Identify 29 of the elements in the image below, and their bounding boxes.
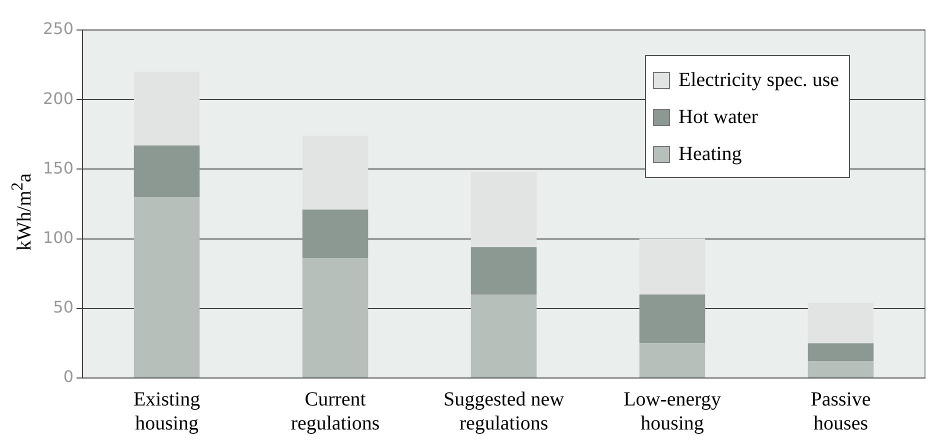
bar bbox=[470, 247, 537, 294]
y-tick-label: 100 bbox=[42, 228, 74, 247]
bar bbox=[470, 172, 537, 248]
bar bbox=[134, 197, 200, 378]
bar bbox=[639, 294, 706, 344]
x-tick-label: Existing housing bbox=[133, 388, 200, 434]
y-tick-label: 0 bbox=[63, 367, 74, 386]
legend-label: Hot water bbox=[678, 106, 758, 129]
bar bbox=[134, 146, 200, 198]
bar bbox=[808, 343, 874, 362]
bar bbox=[808, 361, 874, 378]
bar bbox=[808, 302, 874, 344]
bar bbox=[302, 210, 368, 258]
bar bbox=[302, 258, 368, 378]
y-tick-label: 250 bbox=[42, 19, 74, 38]
bar bbox=[302, 136, 368, 210]
x-tick-label: Low-energy housing bbox=[624, 388, 721, 434]
x-tick-label: Passive houses bbox=[810, 388, 871, 434]
y-tick-label: 200 bbox=[42, 88, 74, 108]
bar bbox=[639, 343, 706, 378]
y-tick-label: 50 bbox=[53, 298, 74, 317]
bar bbox=[470, 294, 537, 378]
y-tick-label: 150 bbox=[42, 158, 74, 178]
bar bbox=[134, 72, 200, 146]
legend-label: Electricity spec. use bbox=[678, 69, 839, 92]
bar bbox=[639, 238, 706, 294]
legend-label: Heating bbox=[678, 143, 742, 166]
x-tick-label: Suggested new regulations bbox=[443, 388, 565, 434]
x-tick-label: Current regulations bbox=[290, 388, 380, 434]
